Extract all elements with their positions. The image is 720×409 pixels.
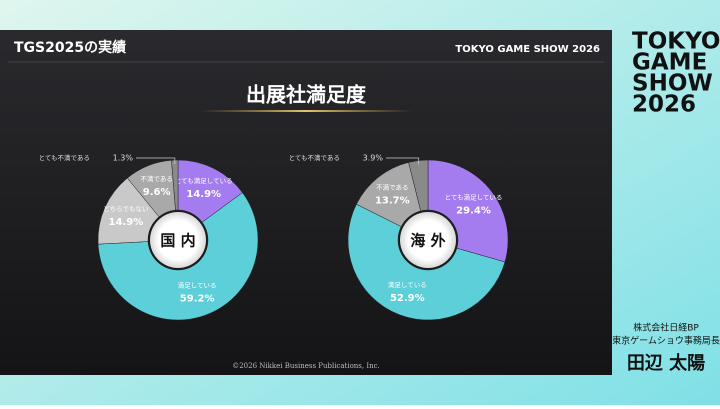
affiliation: 東京ゲームショウ事務局長: [612, 335, 720, 347]
segment-value: 52.9%: [390, 293, 425, 304]
donut-segment: [427, 159, 509, 263]
event-logo: TOKYO GAME SHOW 2026: [632, 29, 720, 118]
logo-line: TOKYO: [632, 29, 720, 55]
segment-category: 満足している: [388, 281, 427, 289]
donut-hub: [400, 212, 456, 268]
logo-line: GAME: [632, 50, 707, 76]
logo-line: SHOW: [632, 71, 713, 97]
slide-title: 出展社満足度: [246, 83, 367, 107]
title-underline: [200, 110, 412, 112]
donut-segment: [97, 192, 259, 321]
segment-category: 不満である: [140, 175, 172, 183]
speaker-name: 田辺 太陽: [627, 352, 705, 374]
segment-value: 14.9%: [109, 217, 144, 228]
logo-line: 2026: [632, 92, 696, 118]
segment-category: とても不満である: [289, 154, 340, 162]
segment-value: 59.2%: [180, 294, 215, 305]
footer: ©2026 Nikkei Business Publications, Inc.: [232, 362, 380, 370]
segment-category: とても満足している: [175, 177, 233, 185]
donut-hub: [150, 212, 206, 268]
segment-value: 3.9%: [363, 154, 384, 163]
slide: [0, 30, 612, 375]
leader-line: [136, 157, 176, 165]
segment-value: 29.4%: [456, 206, 491, 217]
chart-title: 海 外: [410, 232, 445, 250]
donut-segment: [408, 159, 429, 212]
segment-value: 9.6%: [143, 187, 171, 198]
segment-category: 満足している: [178, 282, 217, 290]
slide-logo: TOKYO GAME SHOW 2026: [455, 44, 600, 55]
segment-category: 不満である: [376, 184, 408, 192]
chart-title: 国 内: [160, 232, 195, 250]
donut-segment: [171, 159, 179, 211]
segment-category: とても満足している: [445, 194, 503, 202]
segment-value: 1.3%: [113, 154, 134, 163]
segment-value: 13.7%: [375, 196, 410, 207]
segment-category: どちらでもない: [103, 205, 148, 213]
donut-segment: [347, 203, 506, 321]
segment-value: 14.9%: [186, 189, 221, 200]
segment-category: とても不満である: [39, 154, 90, 162]
slide-header: TGS2025の実績: [14, 39, 126, 56]
leader-line: [386, 157, 420, 165]
affiliation: 株式会社日経BP: [633, 322, 699, 334]
